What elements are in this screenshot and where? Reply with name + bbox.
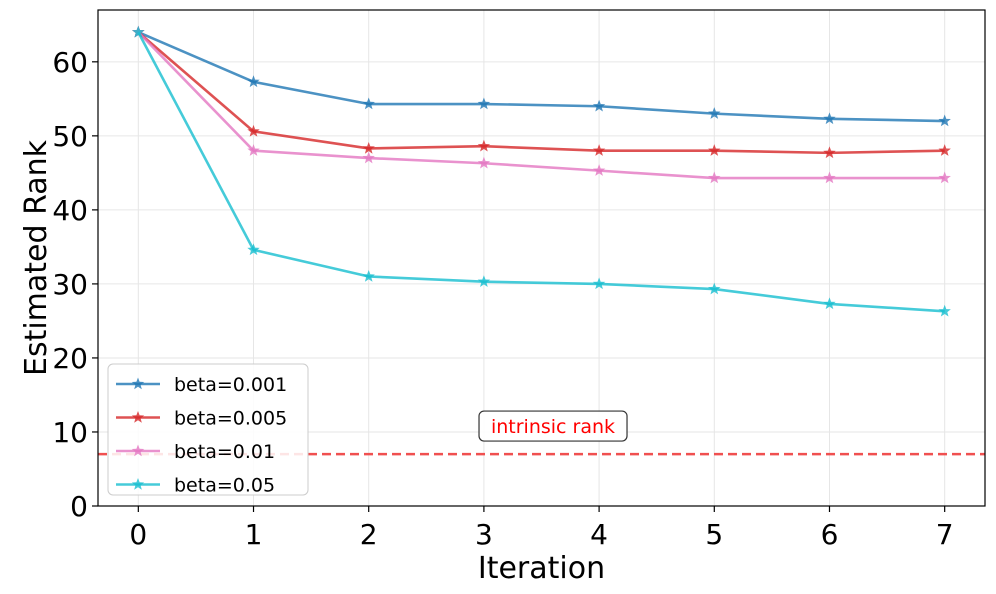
series-line — [137, 31, 945, 155]
data-point — [708, 107, 721, 119]
legend-label: beta=0.05 — [174, 475, 275, 497]
data-point — [708, 282, 721, 295]
data-point — [823, 297, 836, 310]
x-tick-label: 0 — [129, 518, 147, 551]
legend-box — [107, 363, 309, 496]
data-point — [362, 270, 375, 282]
data-point — [708, 171, 721, 184]
annotation-box — [478, 410, 628, 442]
legend-marker — [131, 444, 145, 457]
x-tick-label: 1 — [245, 518, 263, 551]
legend-label: beta=0.01 — [174, 441, 275, 463]
data-point — [592, 277, 606, 290]
data-point — [592, 99, 606, 112]
data-point — [247, 75, 260, 88]
data-point — [938, 114, 951, 127]
legend-label: beta=0.001 — [174, 374, 287, 396]
x-tick-label: 4 — [590, 518, 608, 551]
data-point — [477, 139, 491, 152]
legend: beta=0.001 beta=0.005 beta=0.01 beta=0.05 — [107, 363, 309, 497]
data-point — [938, 171, 951, 184]
data-point — [362, 151, 375, 164]
series-2 — [132, 25, 951, 184]
y-axis-label: Estimated Rank — [19, 139, 54, 376]
data-point — [362, 141, 375, 154]
data-point — [823, 146, 836, 159]
data-point — [362, 97, 375, 110]
x-tick-label: 3 — [475, 518, 493, 551]
data-point — [477, 275, 491, 287]
legend-marker — [131, 478, 145, 490]
data-point — [823, 171, 836, 184]
data-point — [592, 144, 606, 156]
x-tick-label: 5 — [705, 518, 723, 551]
x-axis-label: Iteration — [478, 551, 605, 586]
data-point — [247, 144, 260, 156]
annotation-group: intrinsic rank — [478, 410, 628, 442]
data-point — [477, 156, 491, 169]
series-line — [137, 31, 945, 123]
x-tick-label: 7 — [936, 518, 954, 551]
annotation-text: intrinsic rank — [491, 416, 615, 438]
series-3 — [132, 25, 951, 317]
data-point — [247, 243, 260, 256]
data-point — [592, 164, 606, 176]
legend-label: beta=0.005 — [174, 408, 287, 430]
series-group — [132, 25, 951, 317]
y-tick-label: 10 — [52, 416, 88, 449]
data-point — [823, 112, 836, 125]
y-tick-label: 0 — [70, 490, 88, 523]
y-tick-label: 60 — [52, 46, 88, 79]
data-point — [938, 304, 951, 317]
x-tick-label: 6 — [821, 518, 839, 551]
grid-lines — [98, 10, 985, 507]
legend-marker — [131, 377, 145, 390]
series-line — [137, 31, 945, 180]
axis-ticks: 0 1 2 3 4 5 6 7 0 10 20 30 40 50 60 — [52, 46, 953, 551]
y-tick-label: 20 — [52, 342, 88, 375]
y-tick-label: 50 — [52, 120, 88, 153]
y-tick-label: 40 — [52, 194, 88, 227]
data-point — [132, 25, 145, 38]
x-tick-label: 2 — [360, 518, 378, 551]
legend-marker — [131, 411, 145, 423]
data-point — [938, 144, 951, 156]
plot-frame — [97, 9, 986, 507]
series-line — [137, 31, 945, 313]
data-point — [247, 124, 260, 137]
data-point — [477, 97, 491, 110]
y-tick-label: 30 — [52, 268, 88, 301]
data-point — [708, 144, 721, 156]
